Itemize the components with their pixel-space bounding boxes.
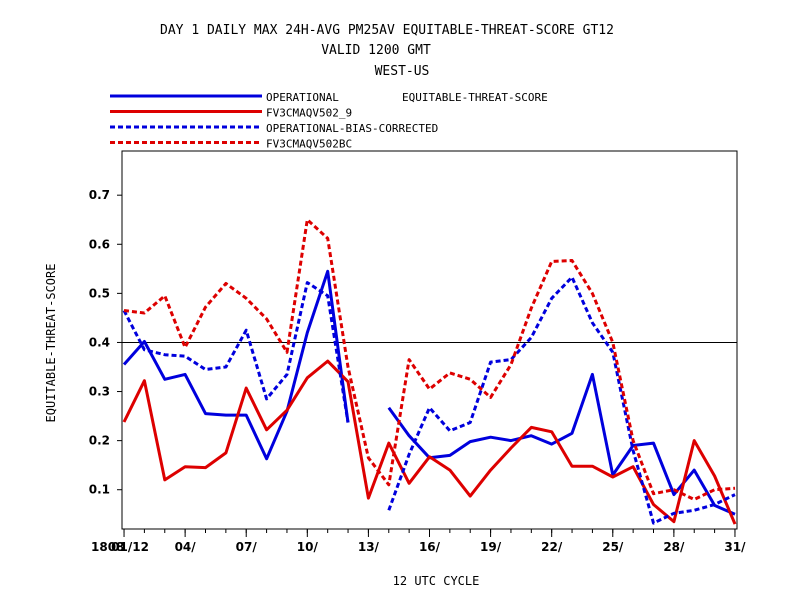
x-tick-label: 28/ [663,540,685,554]
x-tick-label: 31/ [724,540,746,554]
y-tick-label: 0.2 [89,434,110,448]
y-tick-label: 0.5 [89,286,110,300]
legend-metric-label: EQUITABLE-THREAT-SCORE [402,91,548,104]
legend: OPERATIONAL FV3CMAQV502_9 OPERATIONAL-BIAS… [110,91,438,151]
x-tick-label: 19/ [480,540,502,554]
chart-title-line3: WEST-US [375,64,430,79]
chart-title-line2: VALID 1200 GMT [321,43,431,58]
legend-entry-label: FV3CMAQV502BC [266,138,352,151]
legend-entry-label: OPERATIONAL-BIAS-CORRECTED [266,122,438,135]
x-tick-label: 22/ [541,540,563,554]
chart-title-line1: DAY 1 DAILY MAX 24H-AVG PM25AV EQUITABLE… [160,23,614,38]
x-tick-label: 01/12 [111,540,149,554]
series-line-3-segment-2 [387,275,736,525]
series-group [122,218,737,525]
y-tick-label: 0.7 [89,188,110,202]
y-axis: 0.1 0.2 0.3 0.4 0.5 0.6 0.7 [89,188,122,497]
series-line-2-segment-1 [122,359,737,525]
y-tick-label: 0.6 [89,237,110,251]
y-tick-label: 0.1 [89,483,110,497]
y-tick-label: 0.3 [89,385,110,399]
x-tick-label: 16/ [419,540,441,554]
legend-entry-label: OPERATIONAL [266,91,339,104]
x-tick-label: 07/ [236,540,258,554]
x-axis: 01/12 04/07/10/13/16/19/22/25/28/31/1808 [91,529,746,554]
x-axis-label: 12 UTC CYCLE [393,574,480,588]
y-axis-label: EQUITABLE-THREAT-SCORE [44,264,58,423]
x-tick-label: 10/ [297,540,319,554]
series-line-4-segment-1 [123,218,736,501]
series-line-1-segment-1 [122,269,350,461]
x-tick-label: 25/ [602,540,624,554]
legend-entry-label: FV3CMAQV502_9 [266,107,352,120]
x-tick-prefix-label: 1808 [91,540,124,554]
x-tick-label: 13/ [358,540,380,554]
y-tick-label: 0.4 [89,335,110,349]
x-tick-label: 04/ [175,540,197,554]
